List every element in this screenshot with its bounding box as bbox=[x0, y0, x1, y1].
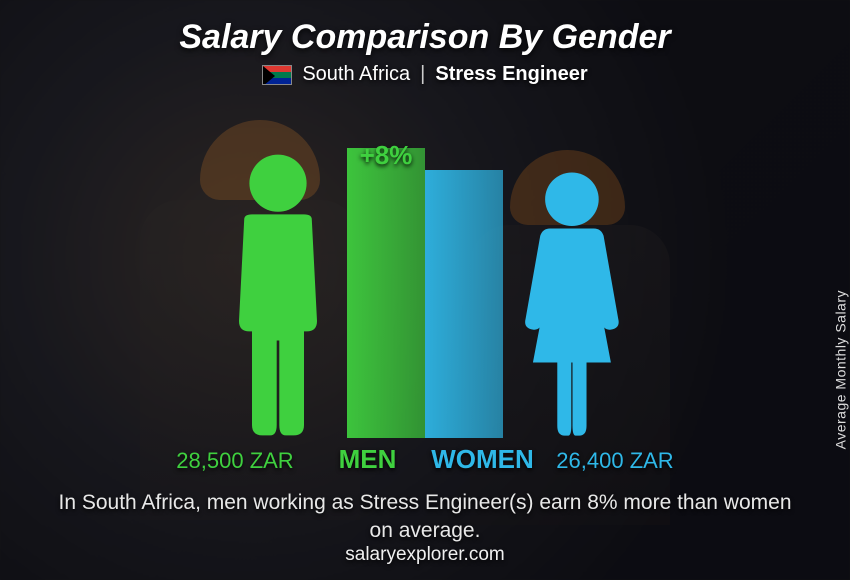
women-column bbox=[507, 148, 637, 438]
men-gender-label: MEN bbox=[310, 444, 425, 475]
men-column bbox=[213, 148, 343, 438]
female-icon bbox=[507, 148, 637, 438]
south-africa-flag-icon bbox=[262, 65, 292, 85]
location-label: South Africa bbox=[302, 63, 410, 86]
men-bar: +8% bbox=[347, 148, 425, 438]
page-title: Salary Comparison By Gender bbox=[179, 18, 670, 57]
separator: | bbox=[420, 63, 425, 86]
labels-row: 28,500 ZAR MEN WOMEN 26,400 ZAR bbox=[125, 444, 725, 475]
women-bar bbox=[425, 170, 503, 438]
infographic-content: Salary Comparison By Gender South Africa… bbox=[0, 0, 850, 580]
source-label: salaryexplorer.com bbox=[345, 544, 504, 566]
subtitle-row: South Africa | Stress Engineer bbox=[262, 63, 587, 86]
y-axis-label: Average Monthly Salary bbox=[832, 290, 848, 449]
women-gender-label: WOMEN bbox=[425, 444, 540, 475]
women-salary-label: 26,400 ZAR bbox=[540, 448, 690, 474]
men-salary-label: 28,500 ZAR bbox=[160, 448, 310, 474]
description-text: In South Africa, men working as Stress E… bbox=[45, 489, 805, 546]
job-title-label: Stress Engineer bbox=[435, 63, 587, 86]
male-icon bbox=[213, 148, 343, 438]
comparison-chart: +8% bbox=[125, 98, 725, 438]
difference-label: +8% bbox=[360, 140, 413, 171]
